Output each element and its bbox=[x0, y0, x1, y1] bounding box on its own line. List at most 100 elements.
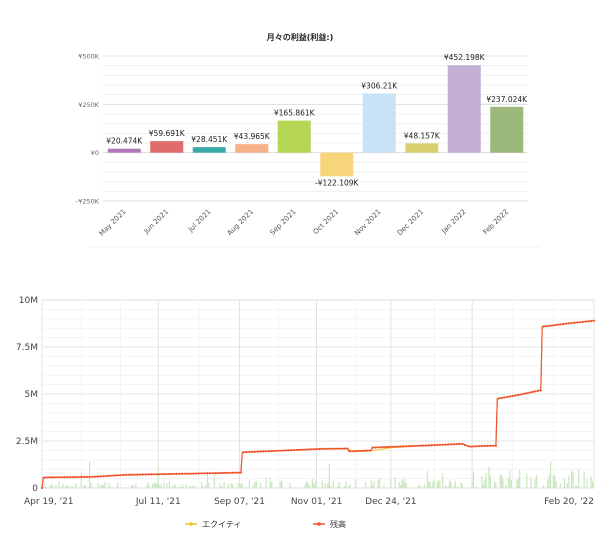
series-point bbox=[534, 390, 536, 392]
volume-bar bbox=[201, 482, 202, 488]
series-point bbox=[584, 320, 586, 322]
volume-bar bbox=[254, 482, 255, 488]
x-tick-label: Jan 2022 bbox=[439, 208, 467, 236]
x-tick-label: Feb 20, '22 bbox=[544, 497, 594, 507]
volume-bar bbox=[306, 481, 307, 488]
series-point bbox=[142, 473, 144, 475]
series-point bbox=[251, 451, 253, 453]
volume-bar bbox=[166, 483, 167, 488]
series-point bbox=[217, 472, 219, 474]
volume-bar bbox=[458, 487, 459, 488]
volume-bar bbox=[586, 479, 587, 488]
volume-bar bbox=[305, 483, 306, 488]
volume-bar bbox=[460, 482, 461, 488]
volume-bar bbox=[324, 483, 325, 488]
series-point bbox=[414, 445, 416, 447]
bar-data-label: ¥59.691K bbox=[149, 129, 186, 138]
volume-bar bbox=[578, 470, 579, 488]
series-point bbox=[447, 443, 449, 445]
volume-bar bbox=[571, 470, 572, 488]
volume-bar bbox=[281, 481, 282, 488]
series-point bbox=[63, 476, 65, 478]
y-tick-label: ¥500K bbox=[78, 53, 100, 61]
bar bbox=[108, 149, 141, 153]
series-point bbox=[304, 449, 306, 451]
volume-bar bbox=[103, 485, 104, 488]
series-point bbox=[587, 320, 589, 322]
volume-bar bbox=[450, 482, 451, 488]
volume-bar bbox=[476, 486, 477, 488]
volume-bar bbox=[453, 486, 454, 488]
volume-bar bbox=[250, 487, 251, 488]
series-point bbox=[173, 473, 175, 475]
volume-bar bbox=[194, 487, 195, 488]
volume-bar bbox=[156, 483, 157, 488]
series-point bbox=[478, 445, 480, 447]
volume-bar bbox=[424, 485, 425, 488]
series-point bbox=[360, 450, 362, 452]
series-point bbox=[486, 445, 488, 447]
volume-bar bbox=[53, 486, 54, 488]
volume-bar bbox=[152, 484, 153, 488]
bar bbox=[320, 153, 353, 177]
series-point bbox=[136, 474, 138, 476]
series-point bbox=[117, 474, 119, 476]
volume-bar bbox=[110, 486, 111, 488]
series-point bbox=[265, 450, 267, 452]
series-point bbox=[175, 473, 177, 475]
series-point bbox=[223, 472, 225, 474]
series-point bbox=[363, 450, 365, 452]
series-point bbox=[551, 324, 553, 326]
series-point bbox=[405, 445, 407, 447]
volume-bar bbox=[322, 480, 323, 488]
bar bbox=[405, 143, 438, 152]
volume-bar bbox=[400, 485, 401, 488]
volume-bar bbox=[403, 482, 404, 488]
volume-bar bbox=[242, 484, 243, 488]
volume-bar bbox=[275, 487, 276, 488]
series-point bbox=[248, 451, 250, 453]
volume-bar bbox=[401, 479, 402, 488]
series-point bbox=[450, 443, 452, 445]
series-point bbox=[545, 325, 547, 327]
volume-bar bbox=[141, 487, 142, 488]
series-point bbox=[573, 322, 575, 324]
volume-bar bbox=[577, 486, 578, 488]
series-point bbox=[89, 476, 91, 478]
series-point bbox=[352, 450, 354, 452]
series-point bbox=[47, 476, 49, 478]
volume-bar bbox=[439, 480, 440, 488]
volume-bar bbox=[193, 485, 194, 488]
volume-bar bbox=[312, 479, 313, 488]
series-point bbox=[433, 444, 435, 446]
volume-bar bbox=[83, 485, 84, 488]
series-point bbox=[201, 472, 203, 474]
series-point bbox=[212, 472, 214, 474]
series-point bbox=[75, 476, 77, 478]
series-point bbox=[285, 449, 287, 451]
volume-bar bbox=[231, 483, 232, 488]
bar bbox=[448, 65, 481, 152]
volume-bar bbox=[44, 484, 45, 488]
volume-bar bbox=[182, 484, 183, 488]
volume-bar bbox=[163, 483, 164, 488]
legend-marker bbox=[317, 522, 321, 526]
series-point bbox=[570, 322, 572, 324]
volume-bar bbox=[511, 480, 512, 488]
volume-bar bbox=[85, 485, 86, 488]
volume-bar bbox=[172, 487, 173, 488]
series-point bbox=[103, 475, 105, 477]
series-point bbox=[240, 471, 242, 473]
volume-bar bbox=[399, 482, 400, 488]
series-point bbox=[170, 473, 172, 475]
volume-bar bbox=[48, 487, 49, 488]
series-point bbox=[419, 445, 421, 447]
volume-bar bbox=[249, 479, 250, 488]
series-point bbox=[593, 320, 595, 322]
volume-bar bbox=[516, 480, 517, 488]
volume-bar bbox=[575, 485, 576, 488]
volume-bar bbox=[148, 482, 149, 488]
series-point bbox=[324, 448, 326, 450]
volume-bar bbox=[183, 487, 184, 488]
bar bbox=[150, 141, 183, 153]
